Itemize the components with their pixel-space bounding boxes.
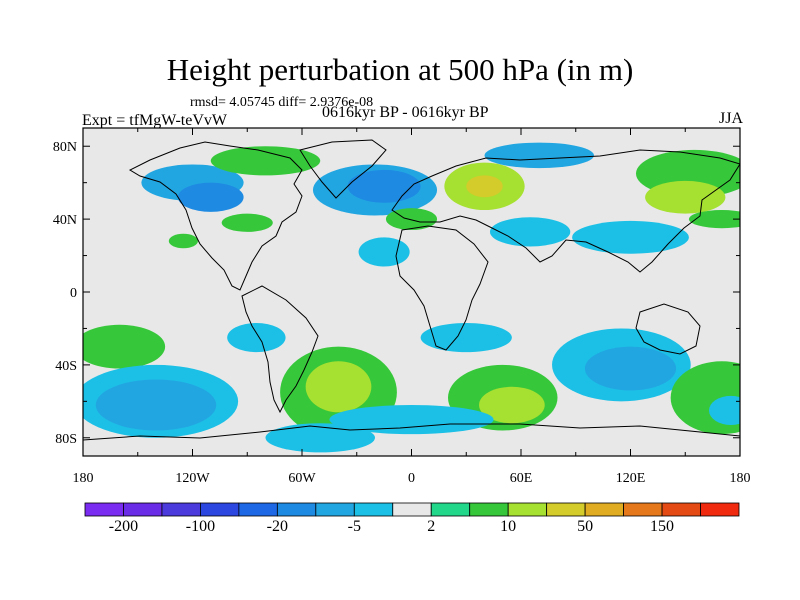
colorbar-swatch bbox=[161, 502, 201, 517]
stats-label: rmsd= 4.05745 diff= 2.9376e-08 bbox=[190, 95, 374, 110]
contour-region bbox=[265, 423, 375, 453]
coast-greenland bbox=[299, 139, 387, 199]
contour-region bbox=[221, 213, 273, 232]
colorbar-label: -20 bbox=[266, 518, 289, 535]
lat-tick-label: 80N bbox=[53, 140, 77, 155]
colorbar-swatch bbox=[123, 502, 163, 517]
lat-tick-label: 40N bbox=[53, 213, 77, 228]
colorbar-label: -100 bbox=[185, 518, 216, 535]
lon-tick-label: 120E bbox=[616, 471, 646, 486]
colorbar-swatch bbox=[700, 502, 740, 517]
contour-region bbox=[708, 395, 740, 426]
colorbar-swatch bbox=[623, 502, 663, 517]
colorbar-swatch bbox=[315, 502, 355, 517]
contour-region bbox=[347, 169, 421, 203]
colorbar-swatch bbox=[84, 502, 124, 517]
contour-region bbox=[227, 322, 286, 353]
axis-tick-labels: 80N 40N 0 40S 80S 180 120W 60W 0 60E 120E 180 bbox=[53, 140, 751, 486]
lon-tick-label: 0 bbox=[408, 471, 415, 486]
contour-region bbox=[688, 210, 740, 229]
contour-region bbox=[210, 146, 321, 176]
colorbar-swatch bbox=[584, 502, 624, 517]
colorbar bbox=[84, 502, 740, 517]
colorbar-label: -5 bbox=[347, 518, 361, 535]
contour-region bbox=[168, 233, 198, 249]
colorbar-swatch bbox=[661, 502, 701, 517]
colorbar-swatch bbox=[430, 502, 471, 517]
colorbar-swatch bbox=[238, 502, 278, 517]
colorbar-swatch bbox=[353, 502, 394, 517]
coast-eurasia bbox=[391, 149, 740, 273]
colorbar-swatch bbox=[546, 502, 586, 517]
colorbar-label: 150 bbox=[650, 518, 675, 535]
contour-region bbox=[385, 208, 438, 231]
colorbar-label: 2 bbox=[427, 518, 436, 535]
period-label: 0616kyr BP - 0616kyr BP bbox=[322, 104, 489, 121]
contour-region bbox=[484, 142, 594, 169]
contour-region bbox=[572, 220, 689, 254]
contour-region bbox=[466, 175, 503, 198]
coast-australia bbox=[635, 303, 701, 355]
colorbar-label: -200 bbox=[108, 518, 139, 535]
lon-tick-label: 60W bbox=[288, 471, 316, 486]
colorbar-label: 10 bbox=[500, 518, 517, 535]
lat-tick-label: 40S bbox=[55, 359, 77, 374]
lon-tick-label: 180 bbox=[730, 471, 751, 486]
contour-region bbox=[489, 217, 571, 247]
lat-tick-label: 0 bbox=[70, 286, 77, 301]
colorbar-swatch bbox=[469, 502, 509, 517]
contour-region bbox=[420, 322, 512, 353]
plot-title: Height perturbation at 500 hPa (in m) bbox=[166, 52, 634, 87]
lon-tick-label: 60E bbox=[510, 471, 533, 486]
lat-tick-label: 80S bbox=[55, 432, 77, 447]
coast-antarctica bbox=[83, 423, 740, 441]
axis-ticks bbox=[82, 128, 741, 456]
contour-region bbox=[305, 361, 372, 413]
contour-region bbox=[645, 180, 726, 214]
experiment-label: Expt = tfMgW-teVvW bbox=[82, 112, 227, 129]
contour-fields bbox=[83, 142, 740, 453]
coast-south-america bbox=[241, 285, 319, 414]
coast-africa bbox=[395, 225, 489, 351]
season-label: JJA bbox=[718, 110, 743, 127]
colorbar-swatch bbox=[200, 502, 240, 517]
colorbar-swatch bbox=[507, 502, 548, 517]
lon-tick-label: 120W bbox=[175, 471, 210, 486]
colorbar-swatch bbox=[392, 502, 432, 517]
contour-region bbox=[358, 237, 410, 267]
contour-region bbox=[329, 404, 494, 435]
coast-north-america bbox=[128, 141, 303, 291]
contour-region bbox=[584, 346, 677, 391]
contour-region bbox=[83, 324, 166, 369]
contour-region bbox=[479, 386, 545, 424]
coastlines bbox=[83, 139, 740, 441]
colorbar-label: 50 bbox=[577, 518, 594, 535]
contour-region bbox=[95, 379, 217, 431]
colorbar-swatch bbox=[276, 502, 317, 517]
contour-region bbox=[177, 182, 244, 212]
lon-tick-label: 180 bbox=[73, 471, 94, 486]
